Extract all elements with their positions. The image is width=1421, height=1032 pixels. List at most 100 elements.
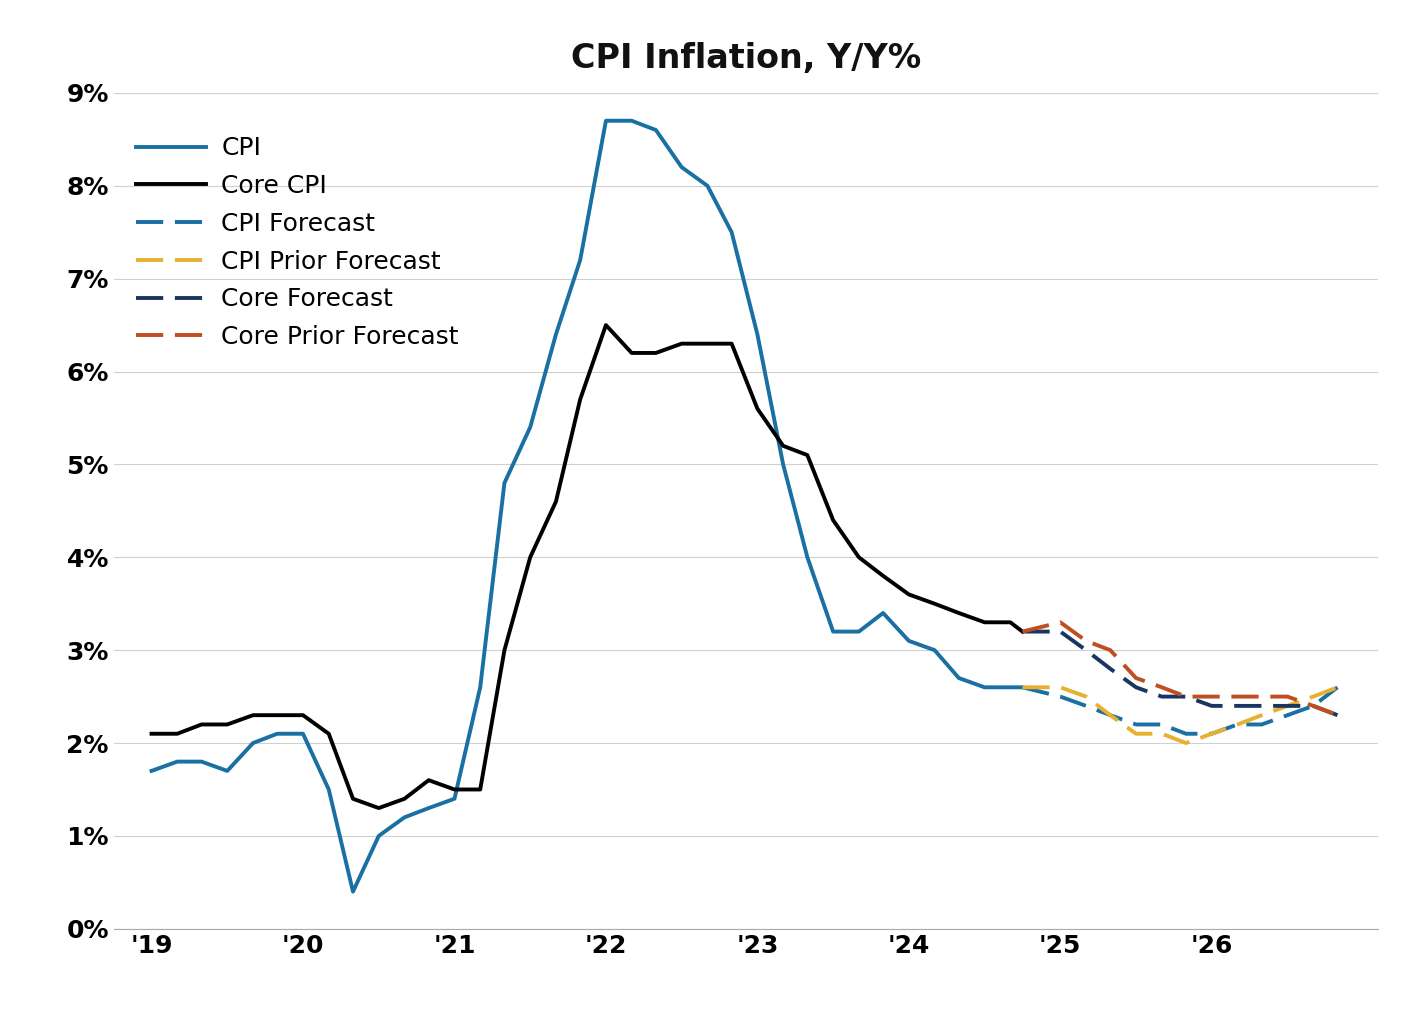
Core CPI <box>874 570 891 582</box>
Core Prior Forecast <box>1015 625 1032 638</box>
Core CPI <box>269 709 286 721</box>
CPI Prior Forecast <box>1204 728 1221 740</box>
Core Prior Forecast <box>1279 690 1296 703</box>
Core Prior Forecast <box>1253 690 1270 703</box>
Core CPI <box>799 449 816 461</box>
Line: CPI Prior Forecast: CPI Prior Forecast <box>1023 687 1337 743</box>
Core Prior Forecast <box>1304 700 1322 712</box>
Core CPI <box>749 402 766 415</box>
Core Prior Forecast <box>1052 616 1069 628</box>
CPI <box>193 755 210 768</box>
CPI <box>269 728 286 740</box>
CPI <box>294 728 311 740</box>
CPI Forecast <box>1077 700 1094 712</box>
Core Prior Forecast <box>1329 709 1346 721</box>
Core CPI <box>648 347 665 359</box>
Line: Core CPI: Core CPI <box>152 325 1023 808</box>
Core CPI <box>976 616 993 628</box>
CPI <box>850 625 867 638</box>
Core Forecast <box>1178 690 1195 703</box>
CPI Prior Forecast <box>1077 690 1094 703</box>
Core CPI <box>674 337 691 350</box>
CPI <box>371 830 388 842</box>
CPI <box>472 681 489 694</box>
Core CPI <box>824 514 841 526</box>
Core Prior Forecast <box>1178 690 1195 703</box>
CPI <box>320 783 337 796</box>
CPI <box>624 115 641 127</box>
CPI <box>344 885 361 898</box>
Core Forecast <box>1077 644 1094 656</box>
CPI Forecast <box>1052 690 1069 703</box>
Core Forecast <box>1253 700 1270 712</box>
Core CPI <box>850 551 867 563</box>
Core CPI <box>1015 625 1032 638</box>
Core Forecast <box>1052 625 1069 638</box>
CPI Prior Forecast <box>1015 681 1032 694</box>
Core Forecast <box>1304 700 1322 712</box>
CPI Prior Forecast <box>1101 709 1118 721</box>
CPI <box>901 635 918 647</box>
CPI Forecast <box>1304 700 1322 712</box>
Core CPI <box>522 551 539 563</box>
CPI Prior Forecast <box>1052 681 1069 694</box>
Legend: CPI, Core CPI, CPI Forecast, CPI Prior Forecast, Core Forecast, Core Prior Forec: CPI, Core CPI, CPI Forecast, CPI Prior F… <box>126 126 469 359</box>
Core CPI <box>472 783 489 796</box>
CPI <box>421 802 438 814</box>
Core Prior Forecast <box>1154 681 1171 694</box>
Core CPI <box>571 393 588 406</box>
CPI <box>219 765 236 777</box>
Core Forecast <box>1015 625 1032 638</box>
CPI <box>824 625 841 638</box>
CPI <box>169 755 186 768</box>
CPI Forecast <box>1329 681 1346 694</box>
CPI Forecast <box>1015 681 1032 694</box>
CPI <box>976 681 993 694</box>
CPI <box>951 672 968 684</box>
CPI <box>244 737 261 749</box>
CPI Forecast <box>1229 718 1246 731</box>
Core Forecast <box>1204 700 1221 712</box>
CPI Prior Forecast <box>1304 690 1322 703</box>
CPI <box>926 644 944 656</box>
CPI Prior Forecast <box>1279 700 1296 712</box>
CPI <box>496 477 513 489</box>
Core Prior Forecast <box>1127 672 1144 684</box>
Line: CPI Forecast: CPI Forecast <box>1023 687 1337 734</box>
Core CPI <box>193 718 210 731</box>
Core Prior Forecast <box>1229 690 1246 703</box>
Line: CPI: CPI <box>152 121 1023 892</box>
Line: Core Forecast: Core Forecast <box>1023 632 1337 715</box>
Core CPI <box>446 783 463 796</box>
Core Forecast <box>1329 709 1346 721</box>
CPI Prior Forecast <box>1229 718 1246 731</box>
Core Forecast <box>1279 700 1296 712</box>
Core CPI <box>951 607 968 619</box>
CPI <box>723 226 740 238</box>
Core Forecast <box>1229 700 1246 712</box>
CPI <box>597 115 614 127</box>
CPI Forecast <box>1154 718 1171 731</box>
CPI Forecast <box>1127 718 1144 731</box>
Title: CPI Inflation, Y/Y%: CPI Inflation, Y/Y% <box>571 42 921 75</box>
CPI <box>874 607 891 619</box>
CPI Forecast <box>1178 728 1195 740</box>
CPI <box>799 551 816 563</box>
CPI <box>571 254 588 266</box>
CPI Prior Forecast <box>1178 737 1195 749</box>
CPI <box>749 328 766 341</box>
Core CPI <box>1002 616 1019 628</box>
Core CPI <box>624 347 641 359</box>
Core Prior Forecast <box>1204 690 1221 703</box>
Line: Core Prior Forecast: Core Prior Forecast <box>1023 622 1337 715</box>
Core Forecast <box>1127 681 1144 694</box>
CPI <box>446 793 463 805</box>
Core Prior Forecast <box>1077 635 1094 647</box>
Core CPI <box>723 337 740 350</box>
Core CPI <box>344 793 361 805</box>
Core CPI <box>421 774 438 786</box>
Core CPI <box>496 644 513 656</box>
Core Forecast <box>1154 690 1171 703</box>
Core CPI <box>396 793 414 805</box>
CPI <box>522 421 539 433</box>
